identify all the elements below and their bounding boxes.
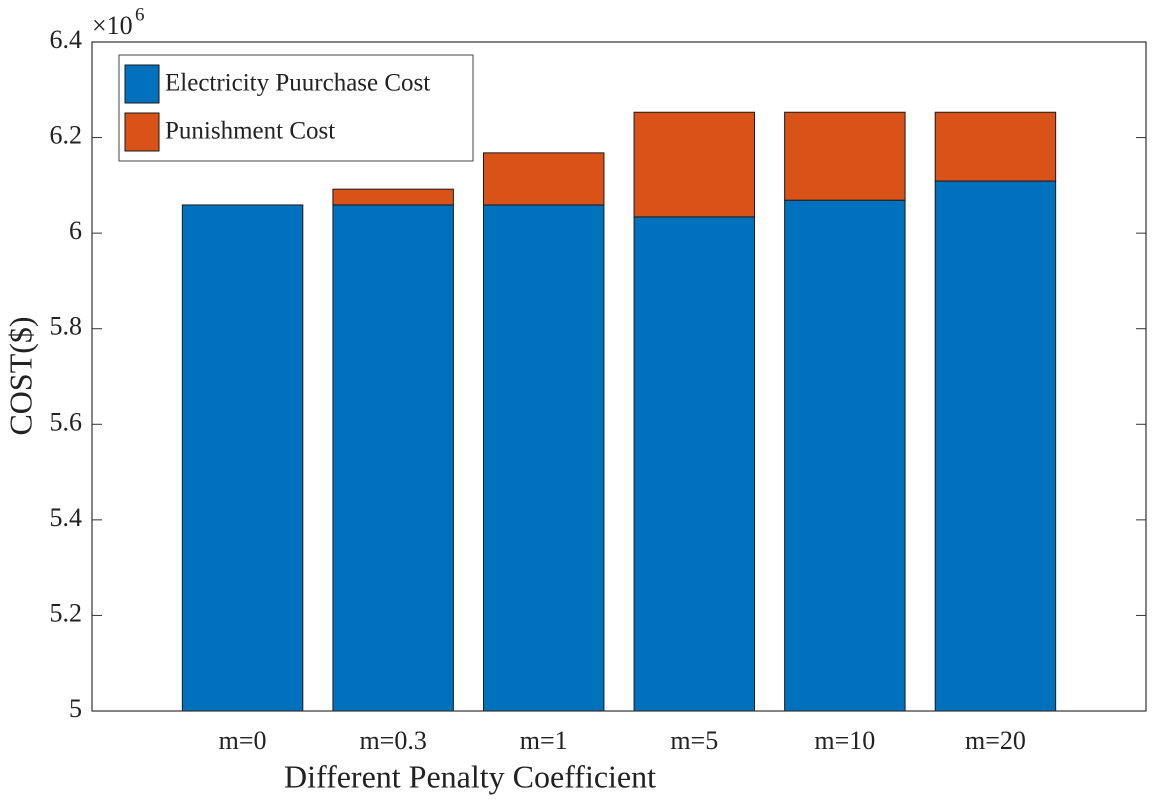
y-tick-label: 6.2 — [50, 121, 83, 150]
x-tick-label: m=20 — [965, 726, 1026, 755]
y-tick-label: 5 — [69, 694, 82, 723]
axis-multiplier: ×10 — [92, 11, 133, 40]
bar-segment — [482, 152, 605, 206]
y-tick-label: 5.8 — [50, 312, 83, 341]
bar-segment — [332, 204, 454, 712]
bar-segment — [633, 216, 756, 712]
x-tick-label: m=0.3 — [359, 726, 426, 755]
bar-segment — [934, 111, 1057, 182]
legend-box — [118, 54, 474, 162]
y-tick-label: 5.4 — [50, 503, 83, 532]
legend-swatch — [124, 64, 160, 104]
axis-multiplier-exponent: 6 — [135, 4, 145, 25]
y-tick-label: 5.2 — [50, 598, 83, 627]
bar-segment — [934, 180, 1057, 712]
bar-segment — [784, 199, 906, 712]
bar-segment — [482, 204, 605, 712]
x-tick-label: m=10 — [814, 726, 875, 755]
x-tick-label: m=1 — [520, 726, 568, 755]
x-axis-label: Different Penalty Coefficient — [284, 758, 656, 794]
y-tick-label: 6.4 — [50, 25, 83, 54]
bar-segment — [633, 111, 756, 218]
legend-label: Electricity Puurchase Cost — [165, 70, 430, 97]
x-tick-label: m=5 — [670, 726, 718, 755]
y-tick-label: 5.6 — [50, 407, 83, 436]
x-tick-label: m=0 — [219, 726, 267, 755]
bar-segment — [332, 188, 454, 206]
bar-segment — [181, 204, 304, 712]
plot-frame — [91, 41, 1147, 712]
legend-swatch — [124, 112, 160, 152]
y-axis-label: COST($) — [2, 316, 38, 435]
y-tick-label: 6 — [69, 216, 82, 245]
bar-segment — [784, 111, 906, 201]
legend-label: Punishment Cost — [165, 118, 335, 145]
